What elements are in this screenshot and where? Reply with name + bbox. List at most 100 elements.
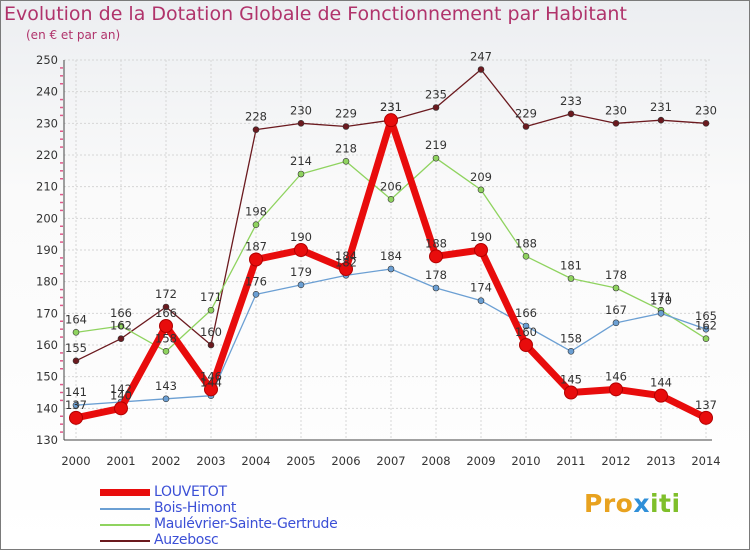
x-tick-label: 2007 xyxy=(376,454,405,468)
point-maulevrier-sainte-gertrude xyxy=(612,284,620,292)
data-label-louvetot: 190 xyxy=(470,230,492,244)
legend-swatch-louvetot xyxy=(100,489,150,496)
x-tick-label: 2009 xyxy=(466,454,495,468)
axes: 130 140 150 160 170 180 190 200 210 220 230 240 250 2… xyxy=(36,53,721,468)
point-louvetot xyxy=(249,252,263,267)
point-louvetot xyxy=(69,410,83,425)
data-label-auzebosc: 230 xyxy=(695,103,717,117)
legend-label-louvetot: LOUVETOT xyxy=(154,484,227,500)
point-auzebosc xyxy=(477,66,485,73)
data-label-maulevrier-sainte-gertrude: 166 xyxy=(110,306,132,320)
chart-title: Evolution de la Dotation Globale de Fonc… xyxy=(4,3,627,25)
point-maulevrier-sainte-gertrude xyxy=(387,196,395,203)
x-tick-label: 2014 xyxy=(691,454,720,468)
data-label-auzebosc: 229 xyxy=(515,107,537,121)
point-auzebosc xyxy=(342,123,350,130)
legend-swatch-auzebosc xyxy=(100,540,150,542)
point-bois-himont xyxy=(522,322,530,330)
data-label-louvetot: 188 xyxy=(425,236,447,250)
point-auzebosc xyxy=(162,303,170,311)
x-tick-label: 2008 xyxy=(421,454,450,468)
x-tick-label: 2002 xyxy=(151,454,180,468)
data-label-bois-himont: 141 xyxy=(65,385,87,399)
data-label-louvetot: 160 xyxy=(515,325,537,339)
point-bois-himont xyxy=(657,310,665,317)
point-auzebosc xyxy=(252,126,260,133)
y-tick-label: 180 xyxy=(36,275,58,289)
x-tick-label: 2011 xyxy=(556,454,585,468)
data-label-bois-himont: 179 xyxy=(290,265,312,279)
point-louvetot xyxy=(654,388,668,403)
point-auzebosc xyxy=(117,335,125,342)
data-label-maulevrier-sainte-gertrude: 206 xyxy=(380,179,402,193)
y-tick-label: 130 xyxy=(36,433,58,447)
x-tick-label: 2000 xyxy=(61,454,90,468)
point-maulevrier-sainte-gertrude xyxy=(207,306,215,314)
point-auzebosc xyxy=(567,110,575,118)
proxiti-logo: Proxiti xyxy=(584,489,681,518)
data-label-maulevrier-sainte-gertrude: 181 xyxy=(560,259,582,273)
point-louvetot xyxy=(474,243,488,257)
point-auzebosc xyxy=(522,123,530,130)
point-bois-himont xyxy=(387,265,395,273)
point-auzebosc xyxy=(207,341,215,349)
point-auzebosc xyxy=(72,357,80,365)
y-tick-label: 250 xyxy=(36,53,58,67)
data-label-louvetot: 190 xyxy=(290,230,312,244)
data-label-bois-himont: 184 xyxy=(380,249,402,263)
data-label-auzebosc: 229 xyxy=(335,107,357,121)
y-tick-label: 240 xyxy=(36,85,58,99)
point-maulevrier-sainte-gertrude xyxy=(477,186,485,194)
point-maulevrier-sainte-gertrude xyxy=(72,329,80,336)
data-label-louvetot: 166 xyxy=(155,306,177,320)
point-auzebosc xyxy=(702,120,710,127)
point-bois-himont xyxy=(72,401,80,409)
data-labels: 155 162 172 160 228 230 229 231 235 247 229 233 230 2… xyxy=(65,50,717,412)
data-label-auzebosc: 231 xyxy=(650,100,672,114)
data-label-bois-himont: 165 xyxy=(695,309,717,323)
point-maulevrier-sainte-gertrude xyxy=(432,154,440,162)
point-louvetot xyxy=(114,401,128,416)
point-auzebosc xyxy=(297,120,305,127)
data-label-bois-himont: 144 xyxy=(200,376,222,390)
point-louvetot xyxy=(204,382,218,397)
x-tick-label: 2012 xyxy=(601,454,630,468)
data-label-bois-himont: 182 xyxy=(335,255,357,269)
x-tick-label: 2010 xyxy=(511,454,540,468)
point-maulevrier-sainte-gertrude xyxy=(522,253,530,260)
data-label-louvetot: 145 xyxy=(560,373,582,387)
point-louvetot xyxy=(429,249,443,264)
legend-label-bois-himont: Bois-Himont xyxy=(154,500,237,516)
data-label-maulevrier-sainte-gertrude: 214 xyxy=(290,154,312,168)
point-maulevrier-sainte-gertrude xyxy=(297,170,305,178)
data-label-bois-himont: 178 xyxy=(425,268,447,282)
x-tick-label: 2005 xyxy=(286,454,315,468)
data-label-bois-himont: 166 xyxy=(515,306,537,320)
y-tick-label: 190 xyxy=(36,243,58,257)
point-bois-himont xyxy=(252,291,260,298)
point-louvetot xyxy=(384,113,398,128)
data-label-maulevrier-sainte-gertrude: 219 xyxy=(425,138,447,152)
point-bois-himont xyxy=(432,284,440,292)
data-label-louvetot: 146 xyxy=(200,369,222,383)
data-label-louvetot: 184 xyxy=(335,249,357,263)
data-label-bois-himont: 143 xyxy=(155,379,177,393)
data-label-auzebosc: 160 xyxy=(200,325,222,339)
series-louvetot xyxy=(69,113,713,425)
y-tick-label: 170 xyxy=(36,306,58,320)
data-label-maulevrier-sainte-gertrude: 209 xyxy=(470,170,492,184)
data-label-bois-himont: 158 xyxy=(560,331,582,345)
data-label-auzebosc: 228 xyxy=(245,110,267,124)
x-tick-label: 2003 xyxy=(196,454,225,468)
series-maulevrier-sainte-gertrude xyxy=(72,154,710,355)
data-label-auzebosc: 172 xyxy=(155,287,177,301)
series-bois-himont xyxy=(72,265,710,409)
data-label-bois-himont: 176 xyxy=(245,274,267,288)
data-label-bois-himont: 174 xyxy=(470,281,492,295)
data-label-bois-himont: 167 xyxy=(605,303,627,317)
point-louvetot xyxy=(294,243,308,257)
x-tick-label: 2004 xyxy=(241,454,270,468)
point-bois-himont xyxy=(297,281,305,289)
data-label-louvetot: 137 xyxy=(695,398,717,412)
data-label-louvetot: 231 xyxy=(380,100,402,114)
